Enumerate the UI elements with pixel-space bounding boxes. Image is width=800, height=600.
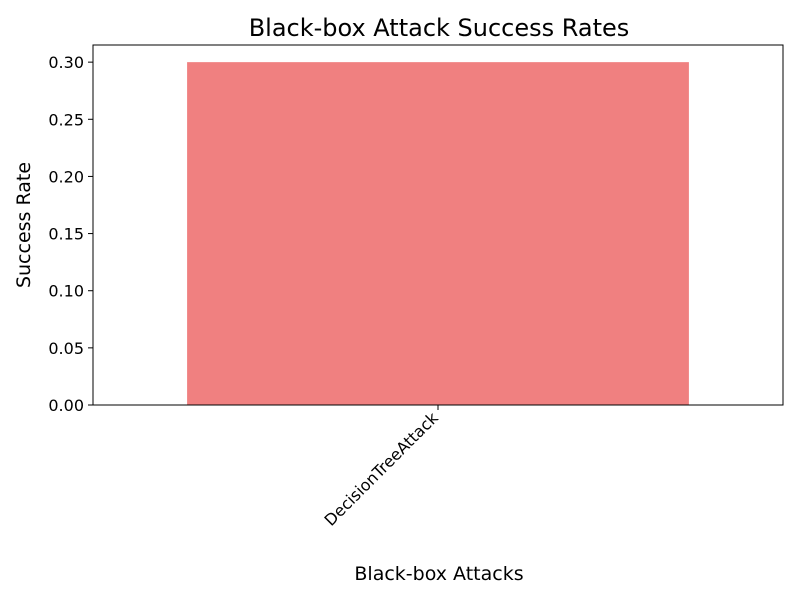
y-tick-label: 0.15 bbox=[48, 225, 84, 244]
y-tick-label: 0.25 bbox=[48, 110, 84, 129]
x-axis-label: Black-box Attacks bbox=[354, 563, 523, 585]
y-tick-label: 0.00 bbox=[48, 396, 84, 415]
y-tick-label: 0.20 bbox=[48, 167, 84, 186]
y-tick-label: 0.05 bbox=[48, 339, 84, 358]
y-tick-label: 0.10 bbox=[48, 282, 84, 301]
x-axis-ticks: DecisionTreeAttack bbox=[321, 405, 443, 530]
y-axis-label: Success Rate bbox=[13, 162, 35, 288]
bars-group bbox=[187, 62, 689, 406]
bar-DecisionTreeAttack bbox=[187, 62, 689, 406]
y-axis-ticks: 0.00 0.05 0.10 0.15 0.20 0.25 0.30 bbox=[48, 53, 93, 415]
x-tick-label: DecisionTreeAttack bbox=[321, 408, 443, 530]
y-tick-label: 0.30 bbox=[48, 53, 84, 72]
chart-title: Black-box Attack Success Rates bbox=[249, 14, 630, 42]
